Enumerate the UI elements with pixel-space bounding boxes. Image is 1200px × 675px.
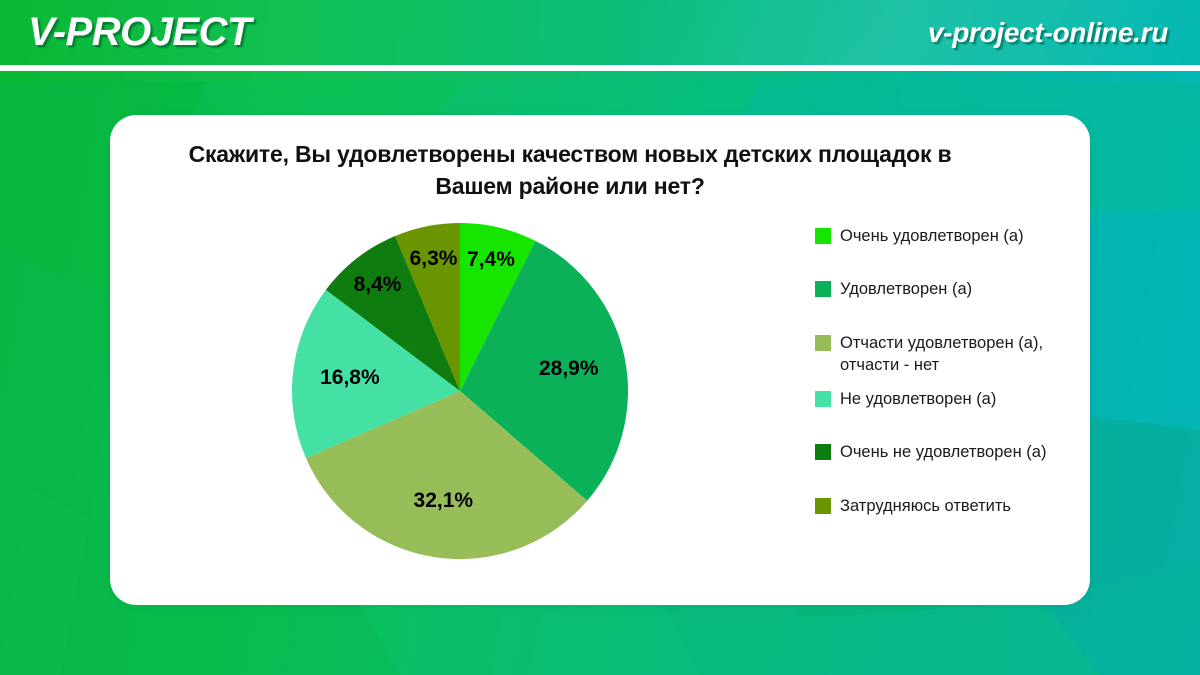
pie-slice [460,223,536,391]
header-accent-strip [0,71,1200,81]
legend-item[interactable]: Затрудняюсь ответить [815,495,1080,517]
legend-swatch-icon [815,334,831,351]
pie-slice-label: 7,4% [467,248,515,272]
pie-slice-label: 32,1% [413,488,474,512]
legend-item[interactable]: Удовлетворен (а) [815,278,1080,300]
site-url: v-project-online.ru [927,17,1168,48]
pie-slice [292,289,460,459]
legend-item-label: Очень не удовлетворен (а) [840,443,1047,462]
legend-item-label: Затрудняюсь ответить [840,496,1012,515]
chart-card: Скажите, Вы удовлетворены качеством новы… [110,115,1090,605]
pie-slice-label: 6,3% [409,247,458,271]
page-header: V-PROJECT v-project-online.ru [0,0,1200,65]
legend-item-label: Не удовлетворен (а) [840,390,997,409]
header-divider [0,65,1200,71]
legend-swatch-icon [815,497,831,514]
pie-slice [395,223,460,391]
legend-item[interactable]: Не удовлетворен (а) [815,388,1080,410]
legend-swatch-icon [815,281,831,298]
legend-item[interactable]: Отчасти удовлетворен (а), отчасти - нет [815,332,1080,377]
chart-title: Скажите, Вы удовлетворены качеством новы… [188,141,952,199]
header-sheen [640,0,1200,65]
chart-legend: Очень удовлетворен (а) Удовлетворен (а) От… [815,225,1080,548]
pie-slice [325,236,460,391]
legend-swatch-icon [815,444,831,461]
legend-swatch-icon [815,228,831,244]
legend-swatch-icon [815,391,831,408]
pie-chart-svg [292,223,628,559]
brand-logo: V-PROJECT [28,10,251,54]
legend-item-label: Очень удовлетворен (а) [840,227,1024,245]
legend-item[interactable]: Очень не удовлетворен (а) [815,441,1080,463]
pie-slice-label: 28,9% [538,357,599,381]
legend-item-label: Отчасти удовлетворен (а), отчасти - нет [840,333,1044,374]
legend-item-label: Удовлетворен (а) [840,280,973,299]
pie-slice-label: 8,4% [353,272,402,296]
pie-slice-label: 16,8% [320,365,380,389]
pie-slice [460,240,628,501]
pie-slice [305,391,588,559]
pie-chart: 7,4% 28,9% 32,1% 16,8% 8,4% 6,3% [290,221,630,561]
legend-item[interactable]: Очень удовлетворен (а) [815,225,1080,247]
